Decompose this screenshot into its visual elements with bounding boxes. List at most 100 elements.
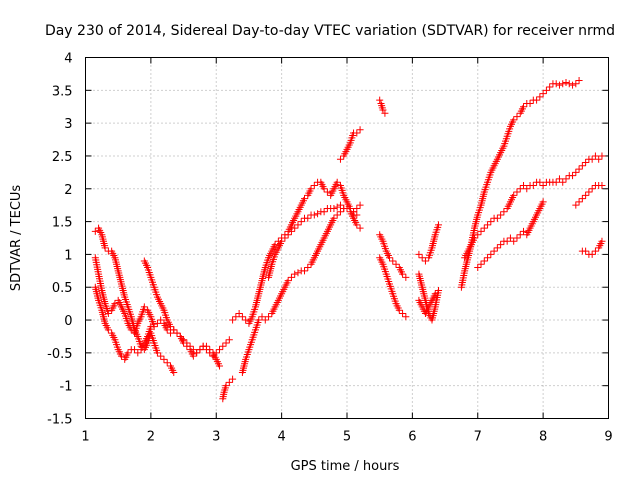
data-point: [353, 221, 361, 229]
data-point: [569, 81, 577, 89]
data-point: [222, 382, 230, 390]
data-point: [336, 155, 344, 163]
data-point: [222, 339, 230, 347]
data-point: [510, 116, 518, 124]
y-tick-label: 4: [64, 52, 72, 67]
data-point: [216, 362, 224, 370]
series-s13: [415, 221, 443, 265]
data-point: [598, 237, 606, 245]
x-tick-label: 1: [81, 430, 89, 445]
data-point: [216, 346, 224, 354]
data-point: [333, 211, 341, 219]
data-point: [265, 313, 273, 321]
y-tick-label: 2.5: [52, 150, 73, 165]
data-point: [562, 78, 570, 86]
data-point: [140, 303, 148, 311]
data-point: [572, 168, 580, 176]
data-point: [157, 316, 165, 324]
data-point: [219, 342, 227, 350]
x-tick-label: 4: [277, 430, 285, 445]
data-point: [131, 346, 139, 354]
data-point: [539, 198, 547, 206]
data-point: [513, 188, 521, 196]
axis-ticks: 1 2 3 4 5 6 7 8 9 -1.5 -1 -0.5 0 0.5 1 1.5 2 2.5 3 3.5 4: [47, 52, 613, 445]
data-point: [124, 349, 132, 357]
data-point: [470, 234, 478, 242]
data-point: [588, 185, 596, 193]
data-point: [271, 241, 279, 249]
data-point: [572, 80, 580, 88]
data-point: [153, 319, 161, 327]
data-point: [153, 349, 161, 357]
data-point: [565, 80, 573, 88]
data-point: [591, 152, 599, 160]
data-point: [559, 178, 567, 186]
data-point: [163, 359, 171, 367]
y-tick-label: -1.5: [47, 413, 72, 428]
data-point: [539, 181, 547, 189]
data-point: [415, 250, 423, 258]
data-point: [392, 260, 400, 268]
data-point: [523, 185, 531, 193]
plot-frame: [85, 57, 609, 419]
data-point: [287, 273, 295, 281]
data-point: [598, 181, 606, 189]
series-s4: [140, 257, 224, 370]
data-point: [559, 80, 567, 88]
data-point: [284, 277, 292, 285]
data-point: [588, 250, 596, 258]
data-point: [582, 191, 590, 199]
y-tick-label: 1.5: [52, 216, 73, 231]
data-point: [320, 185, 328, 193]
x-tick-label: 6: [408, 430, 416, 445]
data-point: [435, 221, 443, 229]
chart-title: Day 230 of 2014, Sidereal Day-to-day VTE…: [45, 23, 615, 39]
y-tick-label: 3: [64, 117, 72, 132]
data-point: [536, 93, 544, 101]
data-point: [500, 208, 508, 216]
data-point: [189, 352, 197, 360]
data-point: [555, 175, 563, 183]
data-point: [117, 352, 125, 360]
data-point: [166, 323, 174, 331]
data-point: [389, 257, 397, 265]
data-point: [477, 260, 485, 268]
data-point: [356, 201, 364, 209]
data-point: [104, 309, 112, 317]
data-point: [206, 346, 214, 354]
data-point: [193, 349, 201, 357]
data-point: [278, 237, 286, 245]
x-tick-label: 2: [147, 430, 155, 445]
data-point: [539, 90, 547, 98]
data-point: [395, 306, 403, 314]
data-point: [402, 313, 410, 321]
series-s19: [572, 181, 606, 209]
data-point: [261, 316, 269, 324]
series-s17: [461, 152, 606, 262]
data-point: [474, 264, 482, 272]
data-point: [304, 214, 312, 222]
data-point: [513, 234, 521, 242]
data-point: [381, 109, 389, 117]
data-point: [287, 227, 295, 235]
y-tick-label: 3.5: [52, 84, 73, 99]
series-s5: [219, 375, 237, 403]
data-point: [585, 188, 593, 196]
data-point: [536, 178, 544, 186]
data-point: [575, 198, 583, 206]
data-point: [421, 257, 429, 265]
x-tick-label: 9: [604, 430, 612, 445]
data-point: [490, 247, 498, 255]
y-tick-label: 0.5: [52, 281, 73, 296]
data-point: [353, 204, 361, 212]
series-s20: [578, 237, 606, 258]
data-point: [552, 178, 560, 186]
data-point: [294, 221, 302, 229]
data-point: [484, 221, 492, 229]
data-point: [134, 349, 142, 357]
data-point: [310, 181, 318, 189]
data-point: [555, 81, 563, 89]
data-point: [493, 214, 501, 222]
data-point: [542, 86, 550, 94]
